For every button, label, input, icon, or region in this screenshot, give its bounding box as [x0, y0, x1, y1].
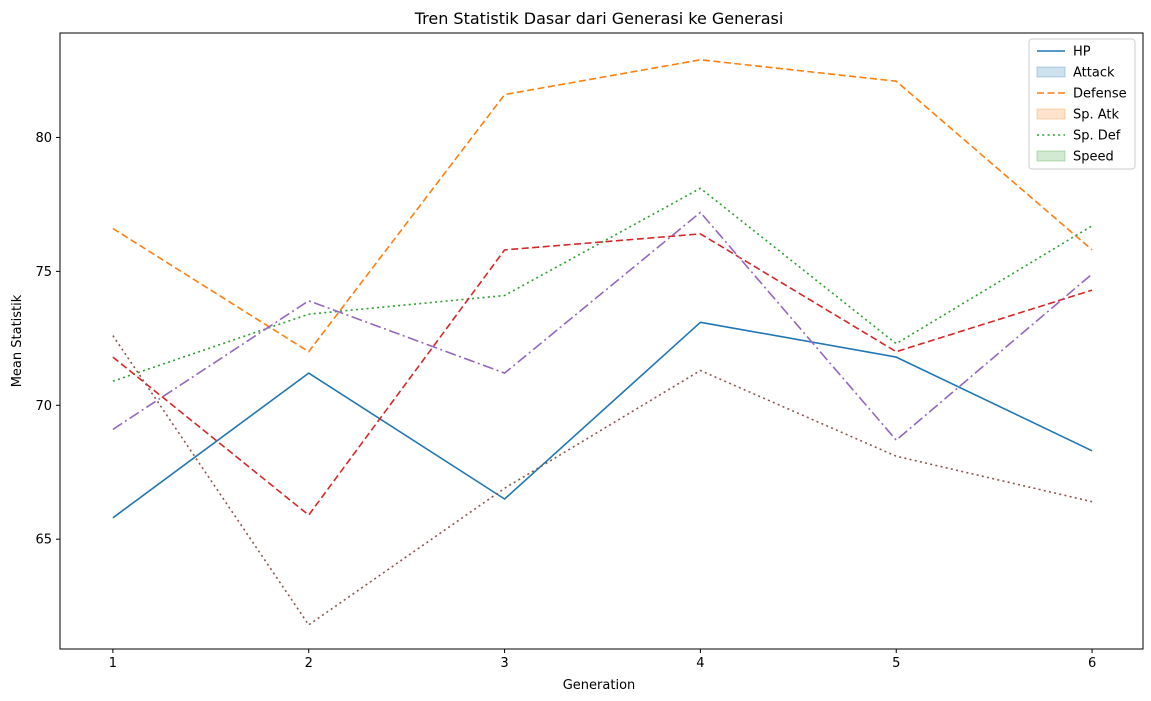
y-tick-label: 65: [35, 533, 52, 548]
chart-title: Tren Statistik Dasar dari Generasi ke Ge…: [414, 9, 784, 28]
x-axis-label: Generation: [563, 678, 636, 693]
legend-label: Speed: [1073, 150, 1114, 165]
series-line-3: [112, 187, 1093, 382]
legend-patch-swatch: [1036, 108, 1066, 120]
legend-label: HP: [1073, 45, 1091, 60]
legend-patch-swatch: [1036, 150, 1066, 162]
y-tick-label: 80: [35, 131, 52, 146]
series-line-1: [112, 321, 1093, 519]
legend-label: Attack: [1073, 66, 1115, 81]
x-tick-label: 3: [500, 656, 508, 671]
plot-frame: [59, 32, 1144, 650]
y-axis-label: Mean Statistik: [10, 294, 25, 387]
legend-label: Sp. Def: [1073, 129, 1121, 144]
legend-patch-swatch: [1036, 66, 1066, 78]
legend-label: Defense: [1073, 87, 1127, 102]
x-tick-label: 6: [1088, 656, 1096, 671]
x-axis: 1 2 3 4 5 6: [109, 649, 1096, 671]
legend: HP Attack Defense Sp. Atk Sp. Def Speed: [1028, 38, 1136, 170]
legend-frame: [1028, 38, 1136, 170]
x-tick-label: 4: [696, 656, 704, 671]
legend-label: Sp. Atk: [1073, 108, 1120, 123]
y-tick-label: 75: [35, 265, 52, 280]
plot-area: [60, 33, 1143, 649]
series-line-2: [112, 58, 1093, 353]
y-axis: 65 70 75 80: [35, 131, 60, 548]
x-tick-label: 1: [109, 656, 117, 671]
x-tick-label: 5: [892, 656, 900, 671]
series-layer: [112, 58, 1093, 626]
x-tick-label: 2: [305, 656, 313, 671]
series-line-5: [112, 211, 1093, 441]
y-tick-label: 70: [35, 399, 52, 414]
series-line-4: [112, 233, 1093, 516]
